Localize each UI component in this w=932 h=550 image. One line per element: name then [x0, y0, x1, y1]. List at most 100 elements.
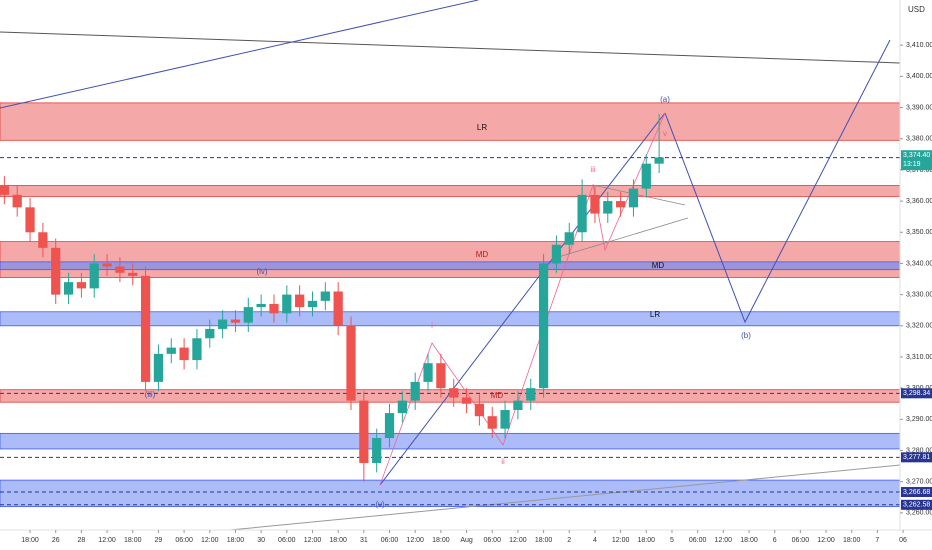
x-tick-label: 7	[875, 537, 879, 544]
candle-body	[205, 328, 215, 339]
last-price-tag	[901, 150, 932, 171]
wave-label: i	[431, 321, 433, 330]
channel	[592, 184, 686, 206]
x-tick-label: 18:00	[843, 537, 861, 544]
trendline	[229, 464, 901, 531]
candle-body	[51, 247, 61, 295]
candle-body	[217, 319, 228, 329]
candle-body	[372, 438, 382, 463]
level-label: 3,298.34	[903, 390, 930, 397]
y-tick-label: 3,260.00	[906, 510, 932, 517]
x-tick-label: 06	[899, 537, 907, 544]
candle-body	[526, 388, 536, 401]
x-tick-label: 12:00	[98, 537, 116, 544]
x-tick-label: 12:00	[817, 537, 835, 544]
x-tick-label: 06:00	[483, 537, 501, 544]
x-tick-label: 18:00	[21, 537, 39, 544]
level-tag	[901, 499, 932, 510]
candle-body	[282, 294, 292, 314]
candle-body	[603, 201, 613, 214]
x-tick-label: 31	[360, 537, 368, 544]
candle-body	[269, 303, 279, 314]
candle-body	[615, 201, 626, 208]
y-tick-label: 3,410.00	[906, 42, 932, 49]
y-tick-label: 3,400.00	[906, 73, 932, 80]
zone	[0, 432, 901, 450]
x-tick-label: 06:00	[792, 537, 810, 544]
trendline	[0, 31, 901, 64]
candle-body	[333, 291, 343, 326]
x-tick-label: 18:00	[329, 537, 347, 544]
wave-label: (b)	[741, 331, 751, 340]
y-tick-label: 3,320.00	[906, 323, 932, 330]
channel	[554, 217, 689, 259]
level-tag	[901, 487, 932, 498]
y-tick-label: 3,330.00	[906, 291, 932, 298]
level-label: 3,262.58	[903, 502, 930, 509]
wave-label: (iv)	[256, 267, 267, 276]
candle-body	[102, 263, 112, 267]
x-tick-label: 12:00	[509, 537, 527, 544]
zone	[0, 102, 901, 141]
trendline	[0, 0, 479, 109]
x-tick-label: 6	[773, 537, 777, 544]
candle-body	[423, 363, 433, 382]
candle-body	[654, 157, 664, 164]
candle-body	[577, 194, 587, 233]
wave-label: iii	[590, 165, 596, 174]
wave-label: v	[663, 129, 667, 138]
x-tick-label: 06:00	[381, 537, 399, 544]
x-tick-label: 28	[77, 537, 85, 544]
zone	[0, 241, 901, 278]
candle-body	[538, 263, 549, 389]
wave-label: (a)	[660, 95, 670, 104]
x-tick-label: 18:00	[638, 537, 656, 544]
candle-body	[153, 353, 164, 382]
level-label: 3,277.81	[903, 454, 930, 461]
wave-label: (v)	[375, 500, 385, 509]
x-tick-label: 06:00	[689, 537, 707, 544]
candle-body	[564, 232, 574, 245]
y-tick-label: 3,360.00	[906, 198, 932, 205]
currency: USD	[908, 5, 925, 14]
candle-body	[410, 381, 420, 401]
candle-body	[63, 282, 74, 295]
x-tick-label: 12:00	[304, 537, 322, 544]
zone	[0, 185, 901, 197]
candle-body	[0, 185, 9, 195]
candle-body	[166, 347, 176, 354]
candle-body	[461, 397, 472, 404]
candle-body	[115, 266, 125, 273]
zone	[0, 261, 901, 271]
y-tick-label: 3,340.00	[906, 260, 932, 267]
wave-label: MD	[652, 261, 665, 270]
candle-body	[628, 188, 639, 208]
candle-body	[397, 400, 407, 414]
x-tick-label: 12:00	[201, 537, 219, 544]
price-axis	[900, 0, 932, 550]
candle-body	[487, 416, 497, 429]
candle-body	[192, 338, 202, 361]
x-tick-label: 2	[567, 537, 571, 544]
candle-body	[359, 400, 369, 463]
y-tick-label: 3,380.00	[906, 136, 932, 143]
axes: 3,260.003,270.003,280.003,290.003,300.00…	[21, 42, 932, 544]
x-tick-label: 18:00	[227, 537, 245, 544]
x-tick-label: 26	[52, 537, 60, 544]
x-tick-label: 4	[593, 537, 597, 544]
x-tick-label: 06:00	[278, 537, 296, 544]
y-tick-label: 3,310.00	[906, 354, 932, 361]
x-tick-label: 18:00	[432, 537, 450, 544]
y-tick-label: 3,390.00	[906, 104, 932, 111]
candle-body	[243, 307, 253, 323]
candle-body	[76, 282, 87, 289]
wave-label: MD	[491, 391, 504, 400]
candle-body	[641, 163, 651, 189]
x-tick-label: 12:00	[406, 537, 424, 544]
y-tick-label: 3,290.00	[906, 416, 932, 423]
y-tick-label: 3,350.00	[906, 229, 932, 236]
level-label: 3,266.68	[903, 489, 930, 496]
y-tick-label: 3,370.00	[906, 167, 932, 174]
candle-body	[513, 400, 523, 410]
